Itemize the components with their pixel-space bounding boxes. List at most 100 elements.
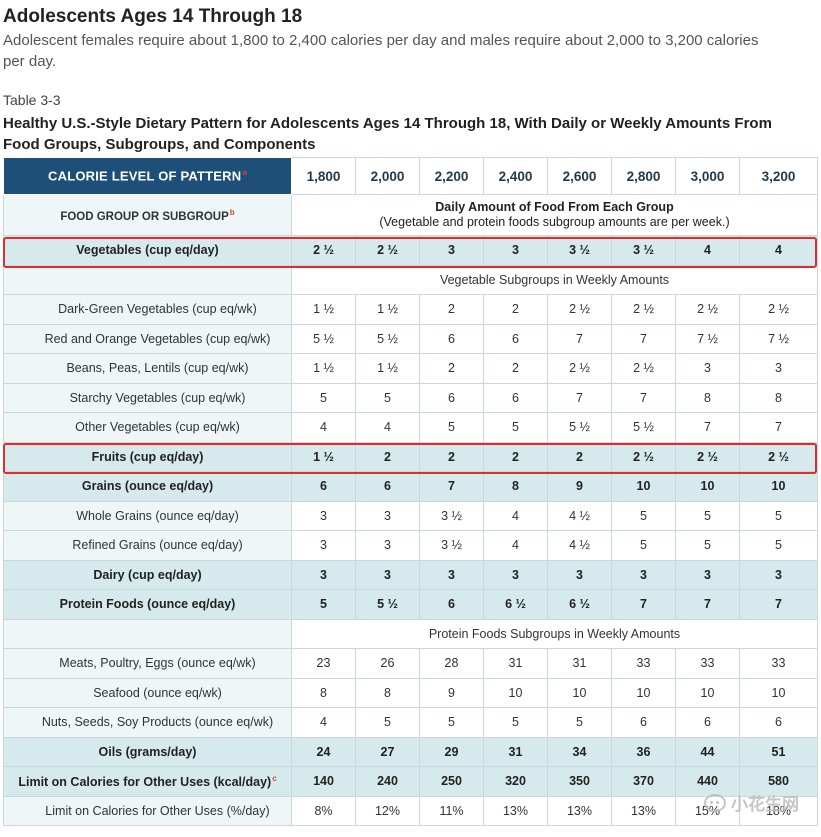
- row-value: 8: [739, 382, 818, 413]
- wechat-icon: [704, 793, 726, 812]
- row-value: 6: [419, 589, 484, 620]
- row-value: 6: [611, 707, 676, 738]
- row-label: Beans, Peas, Lentils (cup eq/wk): [3, 353, 292, 384]
- row-value: 12%: [355, 795, 420, 826]
- table-row: Dairy (cup eq/day) 3 3 3 3 3 3 3 3: [3, 559, 818, 590]
- row-value: 9: [419, 677, 484, 708]
- watermark: 小花生网: [704, 790, 799, 815]
- row-value: 23: [291, 648, 356, 679]
- row-value: 6: [739, 707, 818, 738]
- row-value: 5: [483, 412, 548, 443]
- row-value: 10: [675, 677, 740, 708]
- row-value: 7: [611, 323, 676, 354]
- row-value: 1 ½: [291, 294, 356, 325]
- row-value: 6: [483, 382, 548, 413]
- row-value: 10: [611, 677, 676, 708]
- row-value: 5: [483, 707, 548, 738]
- row-label: Nuts, Seeds, Soy Products (ounce eq/wk): [3, 707, 292, 738]
- row-value: 5: [611, 500, 676, 531]
- page-heading: Adolescents Ages 14 Through 18: [3, 6, 303, 27]
- row-value: 33: [611, 648, 676, 679]
- calorie-level-8: 3,200: [739, 157, 818, 195]
- row-value: 5: [291, 382, 356, 413]
- row-value: 28: [419, 648, 484, 679]
- row-value: 2 ½: [611, 441, 676, 472]
- row-value: 2: [419, 353, 484, 384]
- row-value: 31: [547, 648, 612, 679]
- row-value: 4: [291, 412, 356, 443]
- row-value: 7: [547, 323, 612, 354]
- row-value: 8: [291, 677, 356, 708]
- calorie-level-4: 2,400: [483, 157, 548, 195]
- header-row: CALORIE LEVEL OF PATTERNa 1,800 2,000 2,…: [3, 157, 818, 195]
- row-value: 440: [675, 766, 740, 797]
- row-value: 10: [547, 677, 612, 708]
- row-value: 10: [675, 471, 740, 502]
- table-row: Meats, Poultry, Eggs (ounce eq/wk) 23 26 28…: [3, 648, 818, 679]
- table-row: Oils (grams/day) 24 27 29 31 34 36 44 51: [3, 736, 818, 767]
- row-value: 2 ½: [675, 441, 740, 472]
- row-value: 11%: [419, 795, 484, 826]
- row-value: 140: [291, 766, 356, 797]
- table-row: Vegetable Subgroups in Weekly Amounts: [3, 264, 818, 295]
- calorie-level-5: 2,600: [547, 157, 612, 195]
- row-value: 5: [291, 589, 356, 620]
- row-value: 7: [739, 412, 818, 443]
- row-value: 3: [611, 559, 676, 590]
- row-value: 33: [675, 648, 740, 679]
- row-value: 3: [355, 500, 420, 531]
- row-value: 5: [675, 530, 740, 561]
- row-value: 5 ½: [355, 589, 420, 620]
- row-value: 3: [675, 353, 740, 384]
- row-label: Dairy (cup eq/day): [3, 559, 292, 590]
- row-value: 5: [739, 530, 818, 561]
- row-label: Red and Orange Vegetables (cup eq/wk): [3, 323, 292, 354]
- row-value: 10: [739, 471, 818, 502]
- row-value: 4: [355, 412, 420, 443]
- row-label: Seafood (ounce eq/wk): [3, 677, 292, 708]
- row-value: 2: [547, 441, 612, 472]
- row-label: Refined Grains (ounce eq/day): [3, 530, 292, 561]
- row-value: 6: [355, 471, 420, 502]
- row-value: 2: [355, 441, 420, 472]
- row-value: 5: [419, 707, 484, 738]
- row-value: 1 ½: [291, 441, 356, 472]
- row-value: 6: [291, 471, 356, 502]
- row-value: 7: [611, 589, 676, 620]
- calorie-level-7: 3,000: [675, 157, 740, 195]
- row-value: 5: [419, 412, 484, 443]
- row-value: 8%: [291, 795, 356, 826]
- row-label: Meats, Poultry, Eggs (ounce eq/wk): [3, 648, 292, 679]
- row-value: 3: [291, 559, 356, 590]
- row-value: 6: [419, 382, 484, 413]
- row-label: [3, 618, 292, 649]
- food-group-header: FOOD GROUP OR SUBGROUPb: [3, 194, 292, 236]
- row-value: 27: [355, 736, 420, 767]
- row-value: 7: [739, 589, 818, 620]
- row-value: 240: [355, 766, 420, 797]
- row-value: 3: [547, 559, 612, 590]
- intro-text: Adolescent females require about 1,800 t…: [3, 32, 759, 70]
- table-row: Red and Orange Vegetables (cup eq/wk) 5 ½…: [3, 323, 818, 354]
- row-value: 13%: [483, 795, 548, 826]
- row-value: 24: [291, 736, 356, 767]
- row-label: Starchy Vegetables (cup eq/wk): [3, 382, 292, 413]
- row-value: 3: [483, 559, 548, 590]
- row-value: 29: [419, 736, 484, 767]
- row-value: 2: [483, 353, 548, 384]
- row-value: 13%: [611, 795, 676, 826]
- row-value: 1 ½: [355, 294, 420, 325]
- table-number: Table 3-3: [3, 92, 61, 108]
- row-value: 10: [739, 677, 818, 708]
- row-label: [3, 264, 292, 295]
- row-value: 4 ½: [547, 530, 612, 561]
- row-value: 7 ½: [675, 323, 740, 354]
- row-value: 7: [675, 589, 740, 620]
